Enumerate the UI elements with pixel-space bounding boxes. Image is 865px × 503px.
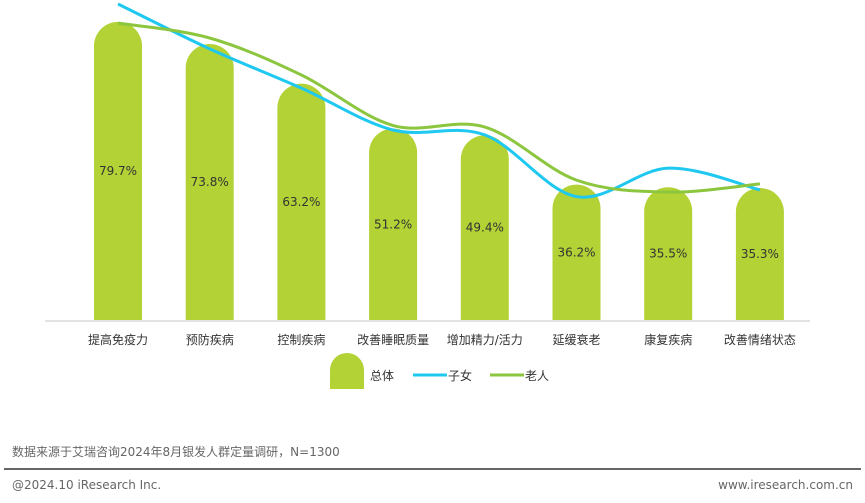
bar-5: [552, 184, 601, 320]
category-label: 预防疾病: [186, 332, 234, 347]
category-label: 增加精力/活力: [447, 333, 523, 347]
website-link[interactable]: www.iresearch.com.cn: [718, 478, 853, 492]
bar-value-label: 35.5%: [649, 247, 687, 261]
bar-2: [277, 83, 326, 320]
legend-label-children: 子女: [448, 368, 472, 383]
data-source-note: 数据来源于艾瑞咨询2024年8月银发人群定量调研，N=1300: [12, 445, 340, 459]
bar-6: [644, 187, 693, 320]
legend-swatch-total: [330, 353, 364, 389]
bar-value-label: 73.8%: [191, 175, 229, 189]
category-label: 康复疾病: [644, 332, 692, 347]
bar-7: [735, 187, 784, 320]
bar-line-chart: 79.7% 提高免疫力 73.8% 预防疾病 63.2% 控制疾病 51.2% 改善睡眠质量 4…: [45, 2, 810, 389]
bar-value-label: 79.7%: [99, 164, 137, 178]
bar-1: [185, 43, 234, 320]
line-series-elderly: [117, 21, 761, 194]
bar-4: [460, 135, 509, 320]
bar-0: [94, 21, 142, 321]
category-label: 提高免疫力: [88, 332, 148, 347]
copyright: @2024.10 iResearch Inc.: [12, 478, 162, 492]
legend-label-total: 总体: [370, 369, 394, 383]
category-label: 改善情绪状态: [724, 332, 796, 347]
category-label: 改善睡眠质量: [357, 332, 429, 347]
bar-value-label: 35.3%: [741, 247, 779, 261]
bar-value-label: 49.4%: [466, 221, 504, 235]
category-label: 控制疾病: [277, 332, 325, 347]
bar-3: [369, 128, 418, 320]
bar-value-label: 51.2%: [374, 217, 412, 231]
bar-value-label: 36.2%: [557, 245, 595, 259]
bar-value-label: 63.2%: [282, 195, 320, 209]
category-label: 延缓衰老: [552, 332, 600, 347]
line-series-children: [117, 2, 761, 199]
legend-label-elderly: 老人: [525, 369, 549, 383]
footer-divider: [4, 468, 861, 470]
